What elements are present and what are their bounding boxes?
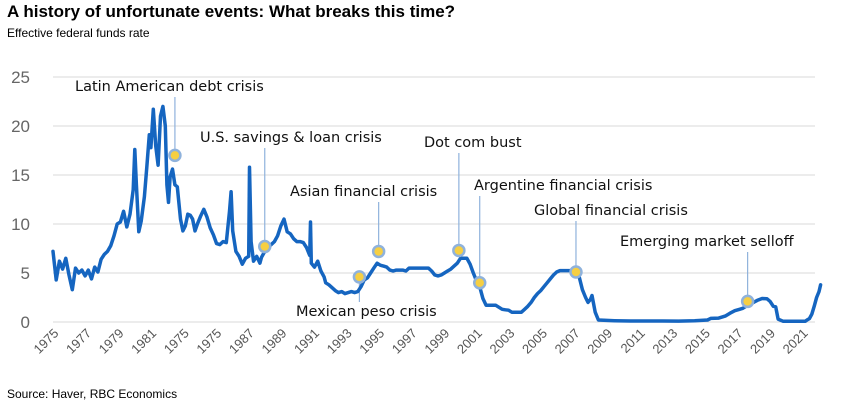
annotation-marker xyxy=(472,276,487,290)
annotation-label: Dot com bust xyxy=(424,135,522,151)
series-line-fed-funds-rate xyxy=(51,104,823,324)
y-axis: 0 5 10 15 20 25 xyxy=(11,68,30,332)
x-tick-label: 1997 xyxy=(389,326,420,357)
x-tick-label: 1993 xyxy=(324,326,355,357)
annotation-marker xyxy=(569,265,583,279)
annotation-marker xyxy=(352,270,367,284)
annotation-label: Latin American debt crisis xyxy=(75,79,264,95)
x-tick-label: 2011 xyxy=(617,326,647,356)
annotation-label: Asian financial crisis xyxy=(290,184,437,200)
x-tick-label: 2001 xyxy=(454,326,485,357)
annotation-marker xyxy=(371,244,386,259)
x-tick-label: 2015 xyxy=(682,326,713,357)
x-tick-label: 1989 xyxy=(258,326,289,357)
x-tick-label: 1991 xyxy=(291,326,322,357)
annotation-marker xyxy=(258,239,272,254)
x-tick-label: 2003 xyxy=(486,326,517,357)
y-tick-label: 10 xyxy=(11,215,30,234)
annotation-markers xyxy=(168,148,755,309)
x-axis: 1975 1977 1979 1981 1975 1975 1987 1989 1991 1993… xyxy=(30,326,810,357)
x-tick-label: 2017 xyxy=(715,326,746,357)
annotation-label: Mexican peso crisis xyxy=(296,304,437,320)
x-tick-label: 2013 xyxy=(649,326,680,357)
x-tick-label: 2009 xyxy=(584,326,615,357)
x-tick-label: 1979 xyxy=(96,326,127,357)
annotation-label: Argentine financial crisis xyxy=(474,178,652,194)
x-tick-label: 2007 xyxy=(552,326,583,357)
y-tick-label: 5 xyxy=(21,264,30,283)
x-tick-label: 1999 xyxy=(421,326,452,357)
annotation-marker xyxy=(168,148,182,163)
x-tick-label: 1995 xyxy=(356,326,387,357)
annotation-marker xyxy=(740,294,755,309)
annotation-label: Emerging market selloff xyxy=(620,234,795,250)
x-tick-label: 1987 xyxy=(226,326,257,357)
y-tick-label: 0 xyxy=(21,313,30,332)
x-tick-label: 1975 xyxy=(30,326,61,357)
y-tick-label: 20 xyxy=(11,117,30,136)
annotation-marker xyxy=(452,243,466,258)
annotation-label: U.S. savings & loan crisis xyxy=(200,130,382,146)
x-tick-label: 2021 xyxy=(780,326,811,357)
x-tick-label: 1977 xyxy=(63,326,94,357)
x-tick-label: 2005 xyxy=(519,326,550,357)
x-tick-label: 2019 xyxy=(747,326,778,357)
chart-subtitle: Effective federal funds rate xyxy=(7,26,150,40)
x-tick-label: 1975 xyxy=(161,326,192,357)
x-tick-label: 1981 xyxy=(128,326,159,357)
y-tick-label: 15 xyxy=(11,166,30,185)
y-tick-label: 25 xyxy=(11,68,30,87)
source-note: Source: Haver, RBC Economics xyxy=(7,387,178,401)
annotation-leaders xyxy=(174,97,749,302)
x-tick-label: 1975 xyxy=(193,326,224,357)
annotation-labels: Latin American debt crisis U.S. savings … xyxy=(75,79,795,320)
annotation-label: Global financial crisis xyxy=(534,203,688,219)
chart-title: A history of unfortunate events: What br… xyxy=(7,2,456,21)
